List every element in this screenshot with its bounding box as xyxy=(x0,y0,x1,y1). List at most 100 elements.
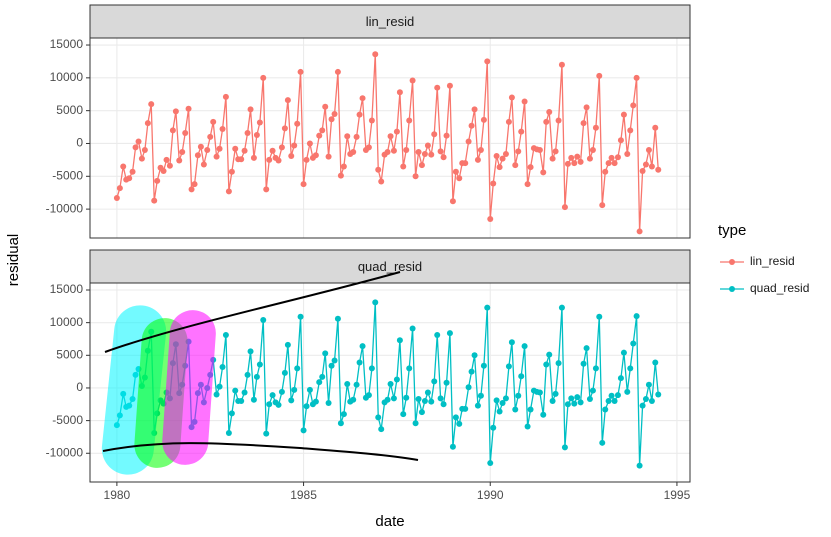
x-tick-label: 1980 xyxy=(104,488,131,502)
point xyxy=(365,144,372,151)
point xyxy=(284,97,291,104)
point xyxy=(141,147,148,154)
point xyxy=(630,340,637,347)
point xyxy=(596,72,603,79)
y-tick-label: -10000 xyxy=(46,445,84,459)
point xyxy=(480,362,487,369)
point xyxy=(655,391,662,398)
point xyxy=(636,462,643,469)
point xyxy=(191,181,198,188)
point xyxy=(263,186,270,193)
point xyxy=(238,398,245,405)
point xyxy=(484,58,491,65)
point xyxy=(449,198,456,205)
point xyxy=(558,61,565,68)
point xyxy=(552,390,559,397)
point xyxy=(393,128,400,135)
point xyxy=(244,129,251,136)
point xyxy=(412,420,419,427)
point xyxy=(608,154,615,161)
point xyxy=(487,215,494,222)
point xyxy=(602,168,609,175)
annotations xyxy=(101,271,419,475)
y-tick-label: 5000 xyxy=(56,103,83,117)
pen-stroke xyxy=(102,442,419,461)
point xyxy=(387,381,394,388)
point xyxy=(375,166,382,173)
point xyxy=(434,84,441,91)
y-tick-label: 10000 xyxy=(50,315,84,329)
point xyxy=(400,411,407,418)
point xyxy=(406,365,413,372)
point xyxy=(393,376,400,383)
point xyxy=(213,153,220,160)
point xyxy=(596,313,603,320)
point xyxy=(400,163,407,170)
point xyxy=(353,133,360,140)
point xyxy=(627,127,634,134)
point xyxy=(368,117,375,124)
point xyxy=(120,163,127,170)
point xyxy=(452,168,459,175)
point xyxy=(549,398,556,405)
point xyxy=(505,118,512,125)
y-tick-label: 10000 xyxy=(50,70,84,84)
point xyxy=(325,153,332,160)
point xyxy=(418,162,425,169)
point xyxy=(337,420,344,427)
point xyxy=(633,74,640,81)
point xyxy=(521,343,528,350)
x-tick-label: 1995 xyxy=(664,488,691,502)
point xyxy=(611,160,618,167)
point xyxy=(577,399,584,406)
point xyxy=(288,397,295,404)
point xyxy=(375,414,382,421)
point xyxy=(443,132,450,139)
point xyxy=(247,348,254,355)
y-tick-label: 5000 xyxy=(56,347,83,361)
point xyxy=(452,414,459,421)
point xyxy=(456,420,463,427)
point xyxy=(325,399,332,406)
point xyxy=(113,194,120,201)
point xyxy=(241,147,248,154)
point xyxy=(406,117,413,124)
legend-label: lin_resid xyxy=(750,254,795,268)
point xyxy=(527,164,534,171)
point xyxy=(443,379,450,386)
point xyxy=(611,398,618,405)
point xyxy=(266,401,273,408)
point xyxy=(474,402,481,409)
point xyxy=(446,330,453,337)
point xyxy=(253,373,260,380)
point xyxy=(200,161,207,168)
point xyxy=(312,152,319,159)
point xyxy=(592,124,599,131)
point xyxy=(319,127,326,134)
point xyxy=(300,427,307,434)
point xyxy=(490,180,497,187)
point xyxy=(166,162,173,169)
point xyxy=(431,131,438,138)
point xyxy=(421,398,428,405)
point xyxy=(564,401,571,408)
point xyxy=(627,365,634,372)
panel-border xyxy=(89,282,691,483)
point xyxy=(580,360,587,367)
point xyxy=(465,384,472,391)
point xyxy=(359,343,366,350)
legend: lin_resid quad_resid xyxy=(720,254,809,295)
point xyxy=(244,371,251,378)
point xyxy=(219,364,226,371)
strip xyxy=(89,249,691,284)
point xyxy=(440,154,447,161)
point xyxy=(518,373,525,380)
point xyxy=(294,120,301,127)
point xyxy=(614,154,621,161)
point xyxy=(586,155,593,162)
point xyxy=(291,142,298,149)
point xyxy=(297,68,304,75)
point xyxy=(204,147,211,154)
strip-label: quad_resid xyxy=(358,259,422,274)
point xyxy=(284,341,291,348)
